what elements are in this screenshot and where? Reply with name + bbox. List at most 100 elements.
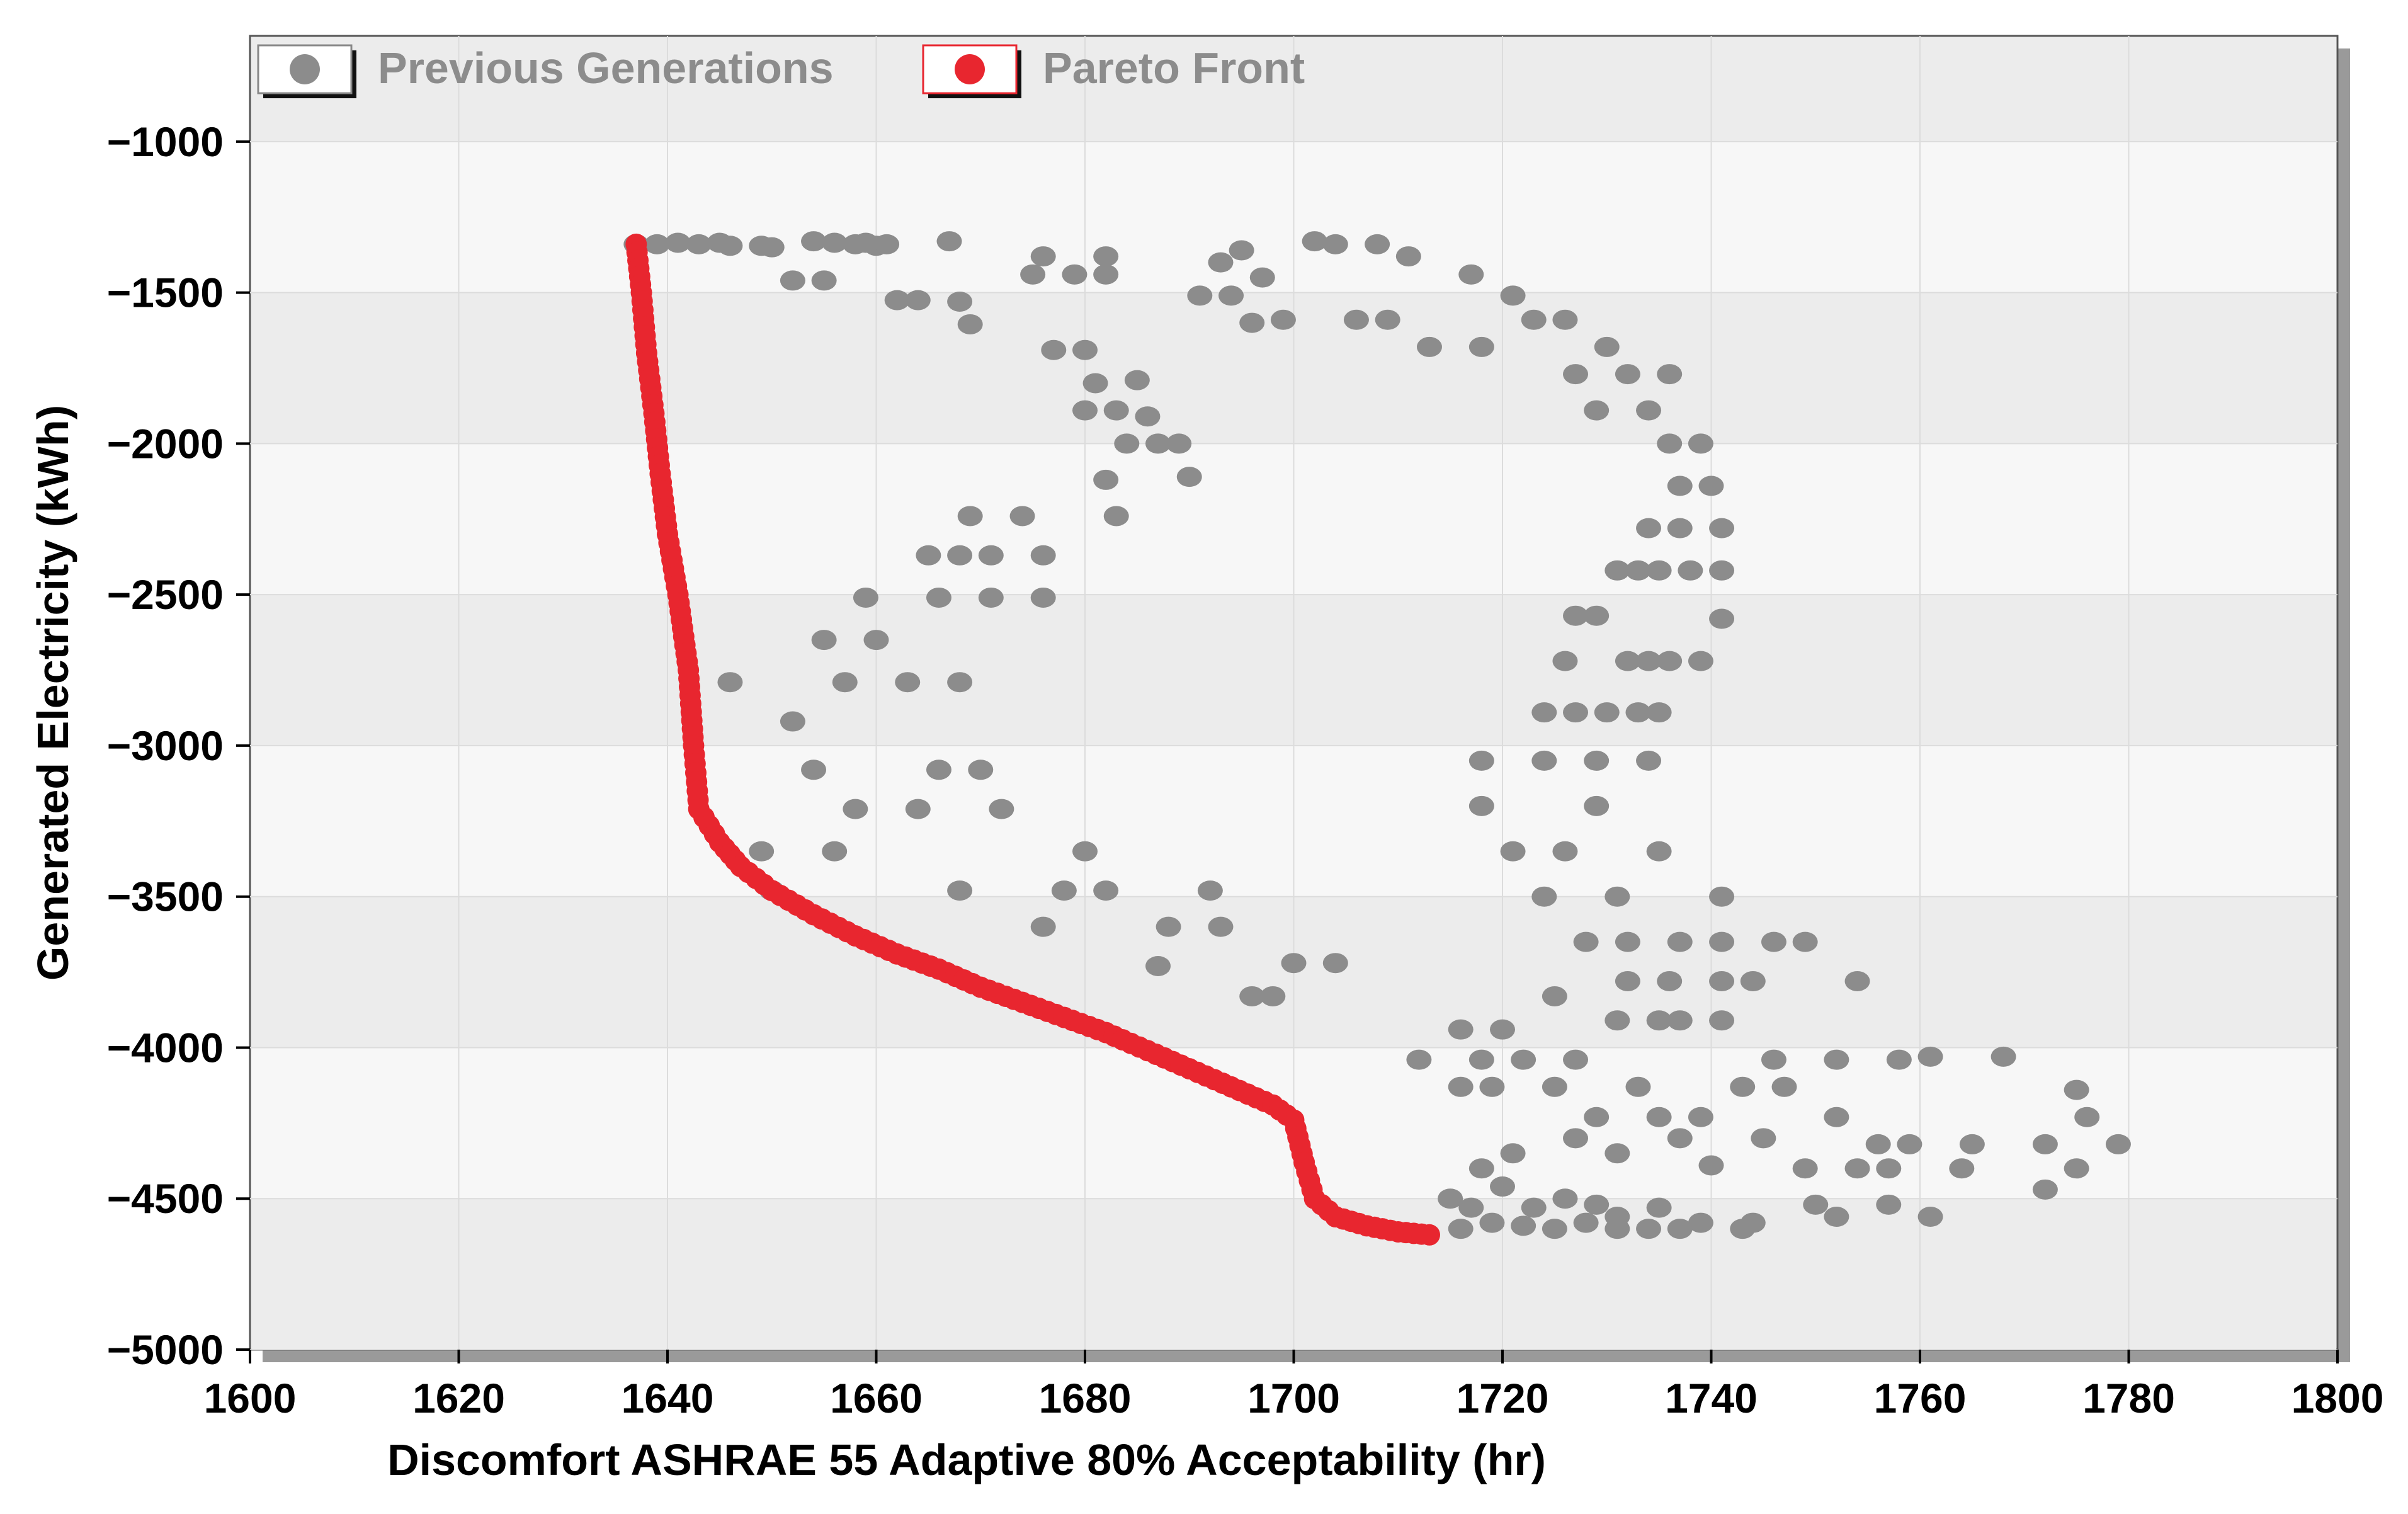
data-point-previous [1615,970,1640,991]
series-previous-generations [623,231,2131,1239]
data-point-previous [1688,433,1713,454]
data-point-previous [644,234,670,254]
data-point-previous [895,672,921,693]
data-point-previous [1615,651,1640,671]
data-point-previous [1604,1219,1630,1239]
data-point-previous [1093,880,1119,901]
data-point-previous [1563,1049,1589,1070]
data-point-previous [1604,1143,1630,1164]
data-point-previous [822,841,848,862]
data-point-previous [1521,1197,1547,1218]
data-point-previous [1041,339,1067,360]
legend-label-previous: Previous Generations [378,43,834,93]
data-point-previous [1709,1010,1735,1031]
data-point-previous [1114,433,1140,454]
data-point-previous [863,630,889,651]
data-point-previous [1615,364,1640,385]
data-point-previous [1636,400,1662,421]
x-tick-label: 1780 [2082,1375,2175,1421]
data-point-previous [1771,1076,1797,1097]
data-point-previous [1531,750,1557,771]
y-tick-labels: −1000 −1500 −2000 −2500 −3000 −3500 −4000 −4500… [107,118,224,1373]
data-point-previous [1438,1188,1463,1209]
data-point-previous [665,232,691,253]
data-point-previous [1479,1076,1505,1097]
data-point-previous [1657,970,1683,991]
data-point-previous [1594,336,1620,357]
data-point-previous [1145,433,1171,454]
data-point-previous [1573,931,1599,952]
data-point-previous [1229,240,1254,261]
data-point-previous [1824,1049,1849,1070]
data-point-previous [1103,400,1129,421]
data-point-previous [1416,336,1442,357]
data-point-previous [1688,1212,1713,1233]
data-point-previous [926,760,951,780]
data-point-previous [874,234,900,254]
data-point-previous [1761,1049,1786,1070]
data-point-previous [1458,264,1484,285]
data-point-previous [1636,518,1662,538]
x-tick-label: 1660 [830,1375,923,1421]
data-point-previous [759,237,785,258]
data-point-previous [1636,750,1662,771]
y-tick-label: −1500 [107,270,224,316]
data-point-previous [1197,880,1223,901]
data-point-previous [1584,605,1610,626]
y-tick-label: −5000 [107,1326,224,1373]
legend-item-pareto-front: Pareto Front [922,43,1305,98]
data-point-previous [884,290,910,310]
x-tick-labels: 1600 1620 1640 1660 1680 1700 1720 1740 1760 1780… [204,1375,2384,1421]
data-point-previous [1615,931,1640,952]
data-point-previous [717,236,743,256]
y-tick-label: −2000 [107,420,224,467]
data-point-previous [1490,1176,1515,1197]
data-point-previous [1646,1107,1672,1127]
data-point-previous [1625,702,1651,723]
data-point-previous [1511,1049,1536,1070]
series-pareto-front [625,233,1440,1246]
data-point-previous [1030,587,1056,608]
data-point-previous [1542,1219,1567,1239]
data-point-previous [1072,841,1098,862]
data-point-previous [1500,285,1526,306]
data-point-previous [1093,264,1119,285]
data-point-previous [1020,264,1046,285]
data-point-previous [1792,1158,1818,1179]
data-point-previous [1343,309,1369,330]
data-point-previous [801,760,827,780]
legend: Previous Generations Pareto Front [257,43,1305,98]
data-point-previous [1166,433,1192,454]
data-point-previous [1552,841,1578,862]
data-point-previous [1709,518,1735,538]
data-point-previous [1468,795,1494,816]
data-point-previous [843,799,868,819]
data-point-previous [686,234,712,254]
data-point-previous [957,314,983,334]
data-point-previous [1740,970,1766,991]
data-point-previous [1646,1010,1672,1031]
data-point-previous [1636,1219,1662,1239]
data-point-previous [1552,1188,1578,1209]
data-point-previous [1239,986,1265,1006]
x-tick-label: 1640 [622,1375,714,1421]
data-point-previous [1500,841,1526,862]
data-point-previous [1479,1212,1505,1233]
data-point-previous [1552,309,1578,330]
data-point-previous [1406,1049,1432,1070]
data-point-previous [1322,953,1348,974]
data-point-previous [1468,1049,1494,1070]
data-point-previous [1667,931,1693,952]
data-point-previous [1917,1046,1943,1067]
data-point-previous [1792,931,1818,952]
data-point-previous [1375,309,1400,330]
data-point-previous [1917,1207,1943,1227]
x-tick-label: 1700 [1247,1375,1340,1421]
data-point-previous [916,545,941,566]
data-point-previous [1208,916,1234,937]
data-point-previous [1521,309,1547,330]
data-point-previous [1865,1134,1891,1154]
data-point-previous [1646,1197,1672,1218]
data-point-previous [989,799,1014,819]
data-point-previous [1124,370,1150,390]
